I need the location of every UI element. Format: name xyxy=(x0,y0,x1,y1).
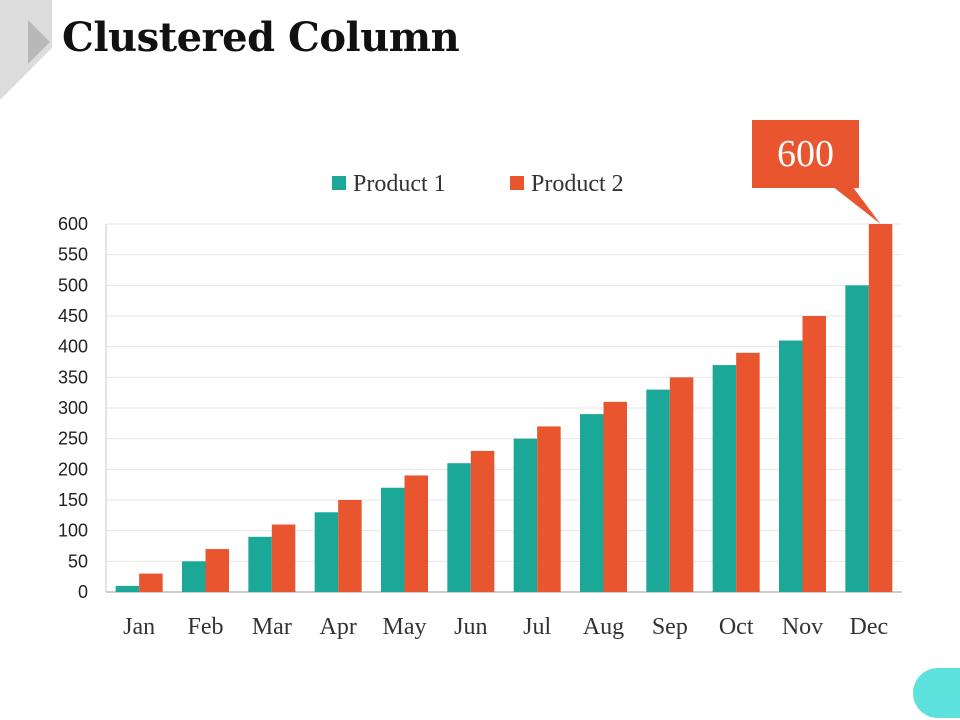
y-tick-label: 300 xyxy=(58,398,88,418)
corner-decoration xyxy=(0,0,52,100)
y-tick-label: 350 xyxy=(58,367,88,387)
x-tick-label: Jul xyxy=(523,614,551,640)
bar-2-oct xyxy=(736,352,760,592)
y-tick-label: 250 xyxy=(58,429,88,449)
legend-label: Product 1 xyxy=(353,171,446,197)
bar-1-apr xyxy=(314,512,339,592)
page-title: Clustered Column xyxy=(62,14,460,61)
y-tick-label: 0 xyxy=(78,582,88,602)
bar-2-feb xyxy=(205,549,229,592)
bar-1-may xyxy=(381,487,405,592)
y-tick-label: 150 xyxy=(58,490,88,510)
x-tick-label: Nov xyxy=(782,614,823,640)
bar-2-sep xyxy=(669,377,694,592)
legend-swatch xyxy=(332,176,346,190)
x-tick-label: Apr xyxy=(320,614,357,640)
bar-1-sep xyxy=(646,389,670,592)
legend-label: Product 2 xyxy=(531,171,624,197)
y-tick-label: 100 xyxy=(58,521,88,541)
x-tick-label: Oct xyxy=(719,614,754,640)
bar-2-nov xyxy=(802,316,826,592)
y-tick-label: 450 xyxy=(58,306,88,326)
y-tick-label: 200 xyxy=(58,459,88,479)
y-tick-label: 50 xyxy=(68,551,88,571)
x-tick-label: Feb xyxy=(188,614,224,640)
bar-2-jan xyxy=(139,573,163,592)
bar-2-aug xyxy=(603,401,627,592)
bar-2-jul xyxy=(537,426,561,592)
bar-1-jun xyxy=(447,463,471,592)
bar-1-jan xyxy=(115,585,140,592)
bar-1-nov xyxy=(779,340,803,592)
bar-1-feb xyxy=(182,561,206,592)
bar-1-aug xyxy=(580,414,604,592)
value-callout: 600 xyxy=(752,120,859,188)
x-tick-label: Dec xyxy=(850,614,889,640)
bar-1-oct xyxy=(712,365,737,592)
bar-2-apr xyxy=(338,500,362,592)
corner-pill-decoration xyxy=(913,668,960,718)
y-tick-label: 600 xyxy=(58,214,88,234)
x-tick-label: Mar xyxy=(252,614,292,640)
bar-2-mar xyxy=(271,524,296,592)
x-tick-label: Jan xyxy=(123,614,155,640)
x-tick-label: Aug xyxy=(583,614,624,640)
bar-1-jul xyxy=(513,438,538,592)
callout-pointer xyxy=(832,186,881,224)
bar-2-may xyxy=(404,475,428,592)
x-tick-label: Sep xyxy=(652,614,688,640)
bar-1-mar xyxy=(248,536,272,592)
bar-2-jun xyxy=(470,450,495,592)
x-tick-label: Jun xyxy=(454,614,487,640)
y-tick-label: 500 xyxy=(58,275,88,295)
y-tick-label: 550 xyxy=(58,245,88,265)
bar-1-dec xyxy=(845,285,869,592)
bar-2-dec xyxy=(868,224,893,592)
legend-swatch xyxy=(510,176,524,190)
x-tick-label: May xyxy=(383,614,427,640)
y-tick-label: 400 xyxy=(58,337,88,357)
